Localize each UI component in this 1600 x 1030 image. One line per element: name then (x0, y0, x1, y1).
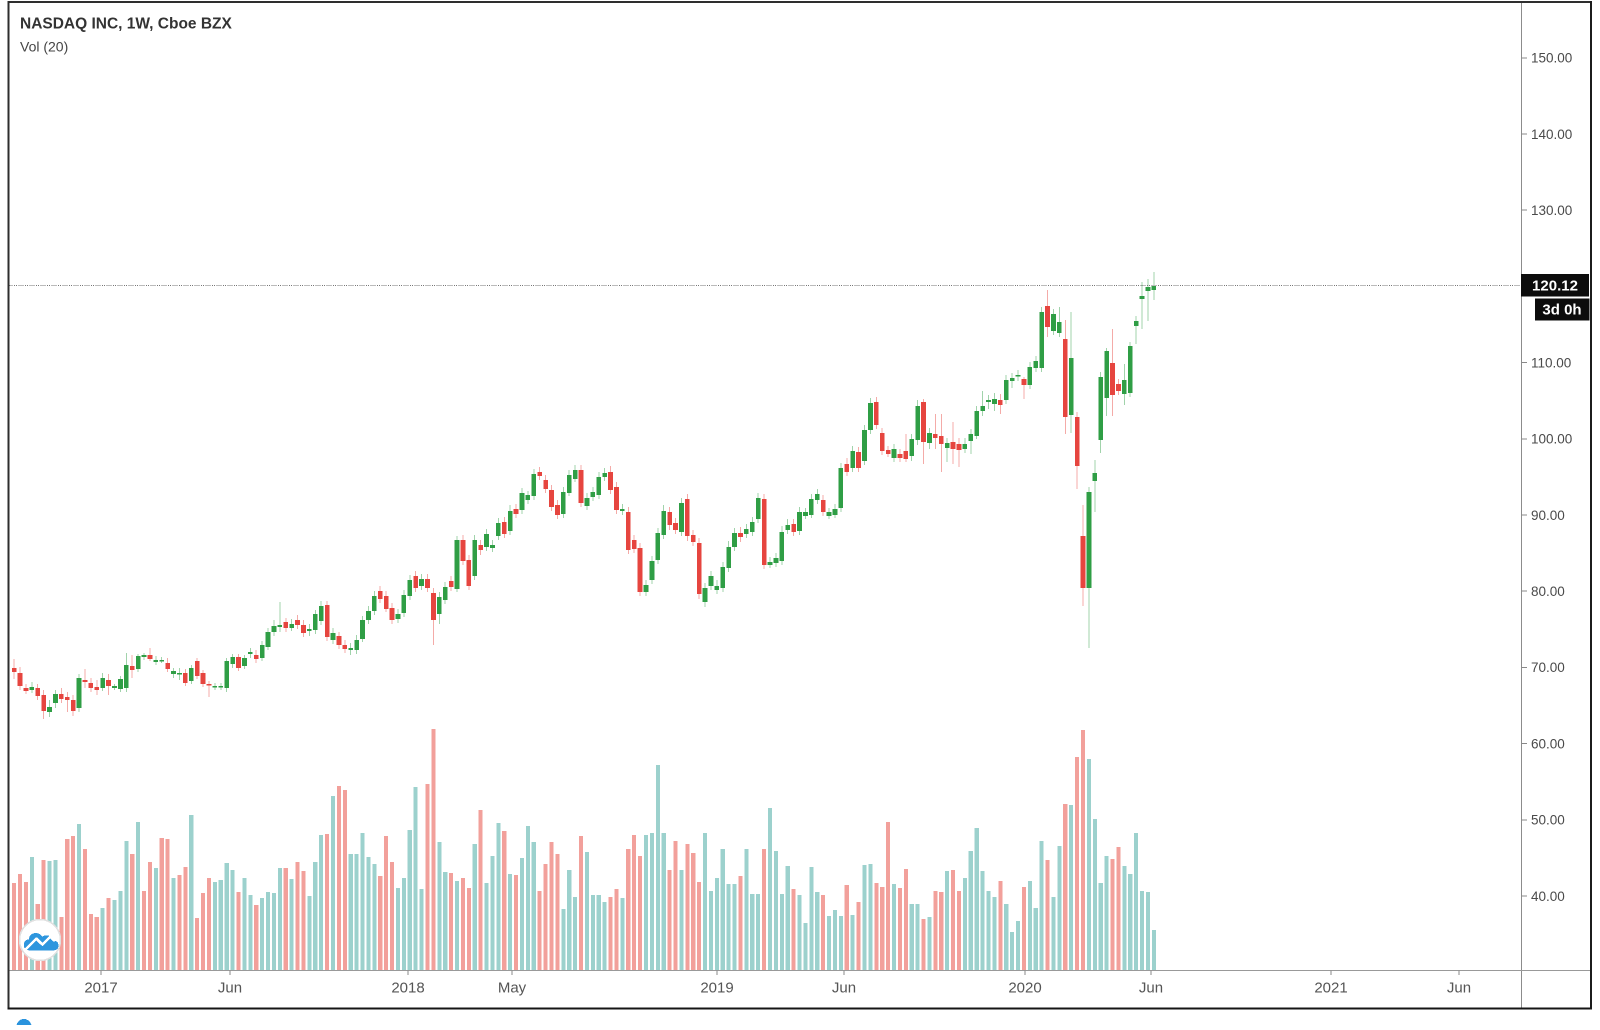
svg-text:Jun: Jun (832, 980, 856, 997)
svg-text:80.00: 80.00 (1531, 584, 1565, 599)
svg-text:100.00: 100.00 (1531, 432, 1572, 447)
svg-text:140.00: 140.00 (1531, 127, 1572, 142)
svg-text:2018: 2018 (391, 980, 424, 997)
svg-text:50.00: 50.00 (1531, 813, 1565, 828)
svg-text:Vol (20): Vol (20) (20, 39, 68, 55)
svg-text:120.12: 120.12 (1532, 278, 1578, 295)
svg-text:150.00: 150.00 (1531, 51, 1572, 66)
svg-text:May: May (498, 980, 527, 997)
svg-text:2021: 2021 (1314, 980, 1347, 997)
svg-text:Jun: Jun (1139, 980, 1163, 997)
svg-text:Jun: Jun (1447, 980, 1471, 997)
svg-text:90.00: 90.00 (1531, 508, 1565, 523)
svg-text:NASDAQ INC, 1W, Cboe BZX: NASDAQ INC, 1W, Cboe BZX (20, 16, 233, 33)
svg-text:3d 0h: 3d 0h (1542, 302, 1581, 319)
svg-text:2019: 2019 (700, 980, 733, 997)
svg-text:130.00: 130.00 (1531, 203, 1572, 218)
svg-text:Jun: Jun (218, 980, 242, 997)
svg-text:40.00: 40.00 (1531, 889, 1565, 904)
svg-text:70.00: 70.00 (1531, 660, 1565, 675)
svg-text:2020: 2020 (1008, 980, 1041, 997)
svg-text:2017: 2017 (84, 980, 117, 997)
svg-text:110.00: 110.00 (1531, 355, 1571, 370)
svg-text:60.00: 60.00 (1531, 736, 1565, 751)
